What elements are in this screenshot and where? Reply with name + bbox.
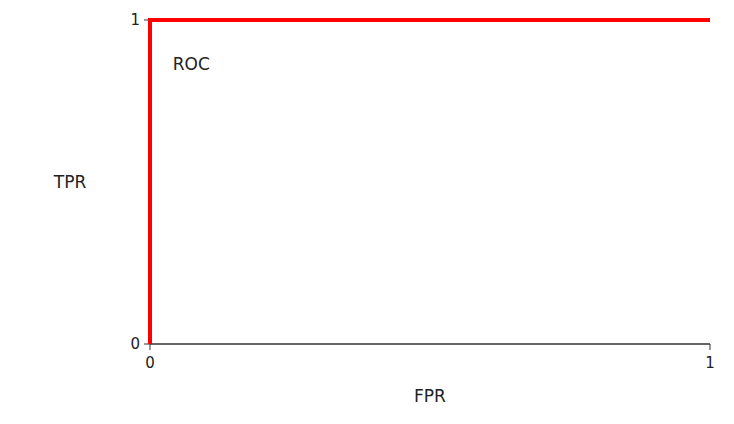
chart-container: 0 1 0 1 FPR TPR ROC	[0, 0, 734, 424]
x-tick-label: 0	[145, 354, 155, 372]
y-axis-label: TPR	[53, 172, 87, 192]
chart-svg: 0 1 0 1 FPR TPR ROC	[0, 0, 734, 424]
roc-line	[150, 20, 710, 344]
x-tick	[710, 344, 711, 350]
annotation: ROC	[173, 54, 210, 74]
plot-area	[150, 20, 710, 344]
axes: 0 1 0 1	[130, 11, 714, 372]
x-tick-label: 1	[705, 354, 715, 372]
y-tick-label: 1	[130, 11, 140, 29]
x-tick	[150, 344, 151, 350]
x-axis-line	[150, 343, 710, 345]
y-tick-label: 0	[130, 335, 140, 353]
x-axis-label: FPR	[414, 386, 446, 406]
